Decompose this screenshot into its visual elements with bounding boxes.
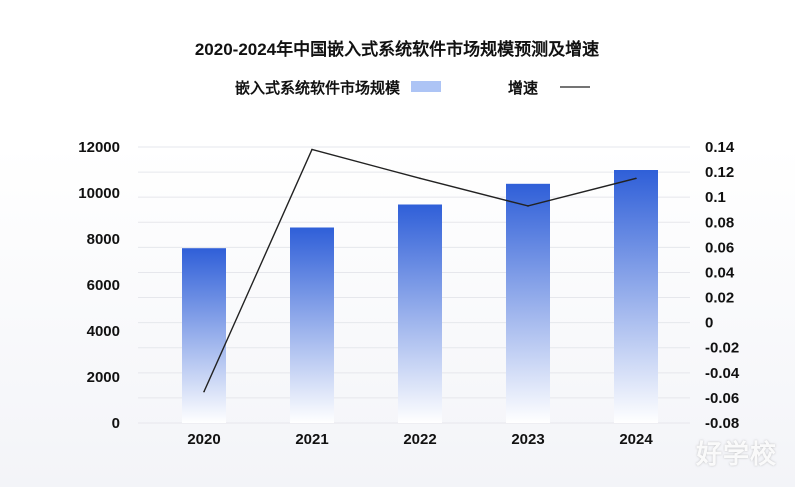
right-tick-label: 0.14 xyxy=(705,139,735,156)
left-y-axis: 0 2000 4000 6000 8000 10000 12000 xyxy=(78,139,120,432)
growth-point xyxy=(419,177,421,180)
growth-line-series xyxy=(203,148,637,393)
bar xyxy=(506,183,550,423)
right-y-axis: -0.08 -0.06 -0.04 -0.02 0 0.02 0.04 0.06 0.08 0.1… xyxy=(705,139,740,432)
right-tick-label: 0 xyxy=(705,315,713,332)
bar xyxy=(182,248,226,423)
left-tick-label: 12000 xyxy=(78,139,120,156)
x-tick-label: 2024 xyxy=(619,431,653,448)
right-tick-label: -0.06 xyxy=(705,390,739,407)
right-tick-label: -0.02 xyxy=(705,340,739,357)
left-tick-label: 10000 xyxy=(78,185,120,202)
x-tick-label: 2021 xyxy=(295,431,328,448)
legend-swatch-market-size xyxy=(411,81,441,92)
x-tick-label: 2023 xyxy=(511,431,544,448)
x-tick-label: 2022 xyxy=(403,431,436,448)
right-tick-label: 0.06 xyxy=(705,239,734,256)
legend: 嵌入式系统软件市场规模 增速 xyxy=(235,79,590,97)
legend-label-growth: 增速 xyxy=(508,79,538,97)
right-tick-label: 0.08 xyxy=(705,214,734,231)
watermark-logo: 好学校 xyxy=(696,434,777,471)
left-tick-label: 6000 xyxy=(87,277,120,294)
x-tick-label: 2020 xyxy=(187,431,220,448)
bar xyxy=(614,170,658,423)
bar xyxy=(290,227,334,423)
left-tick-label: 2000 xyxy=(87,369,120,386)
growth-point xyxy=(527,205,529,207)
right-tick-label: 0.12 xyxy=(705,164,734,181)
bar xyxy=(398,204,442,423)
left-tick-label: 8000 xyxy=(87,231,120,248)
left-tick-label: 0 xyxy=(112,415,120,432)
legend-label-market-size: 嵌入式系统软件市场规模 xyxy=(235,79,401,97)
right-tick-label: 0.02 xyxy=(705,290,734,307)
left-tick-label: 4000 xyxy=(87,323,120,340)
growth-point xyxy=(635,177,637,180)
x-axis: 2020 2021 2022 2023 2024 xyxy=(187,431,653,448)
right-tick-label: -0.04 xyxy=(705,365,740,382)
right-tick-label: -0.08 xyxy=(705,415,739,432)
chart-title: 2020-2024年中国嵌入式系统软件市场规模预测及增速 xyxy=(195,39,599,59)
watermark-text: 好学校 xyxy=(695,440,777,470)
growth-point xyxy=(311,148,313,151)
bar-series xyxy=(182,170,658,423)
growth-point xyxy=(203,390,205,393)
right-tick-label: 0.04 xyxy=(705,264,735,281)
right-tick-label: 0.1 xyxy=(705,189,726,206)
